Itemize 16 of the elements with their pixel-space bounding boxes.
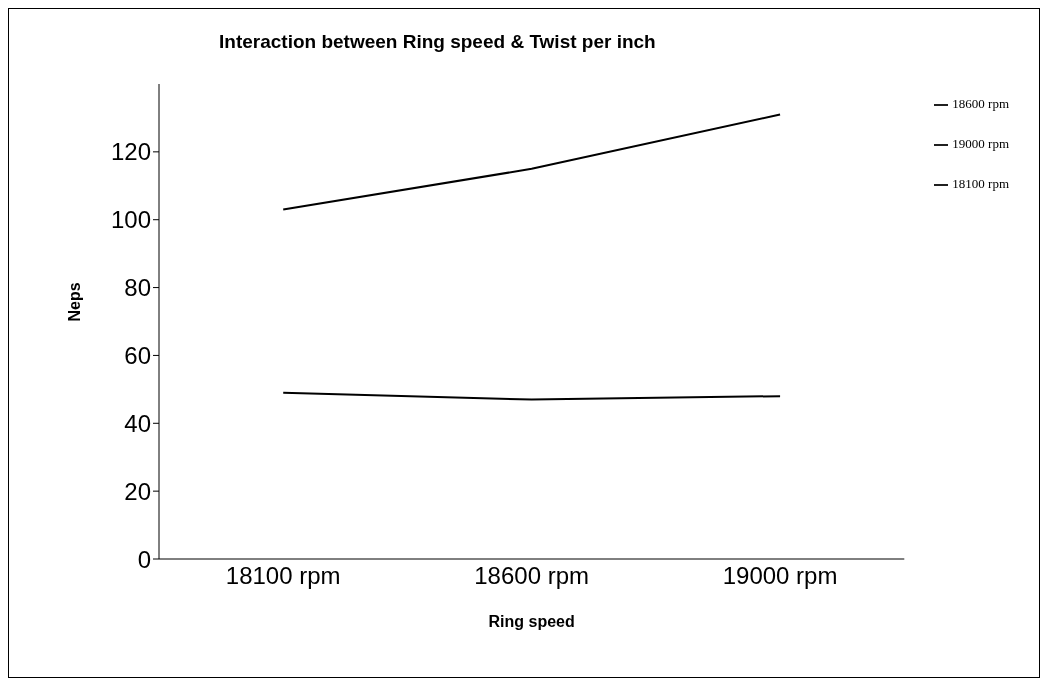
y-tick-label: 100 (110, 206, 151, 234)
chart-title: Interaction between Ring speed & Twist per inch (219, 31, 656, 53)
y-tick-label: 20 (124, 477, 151, 505)
legend-label: 19000 rpm (952, 136, 1009, 151)
legend-label: 18100 rpm (952, 176, 1009, 191)
y-tick-label: 0 (137, 545, 151, 573)
y-tick-label: 40 (124, 409, 151, 437)
y-tick-label: 80 (124, 274, 151, 302)
x-tick-label: 18600 rpm (474, 562, 590, 590)
x-tick-label: 18100 rpm (225, 562, 341, 590)
x-axis-title: Ring speed (488, 613, 575, 630)
y-tick-label: 120 (110, 138, 151, 166)
y-tick-label: 60 (124, 341, 151, 369)
y-axis-title: Neps (65, 282, 83, 322)
legend-label: 18600 rpm (952, 96, 1009, 111)
x-tick-label: 19000 rpm (722, 562, 838, 590)
